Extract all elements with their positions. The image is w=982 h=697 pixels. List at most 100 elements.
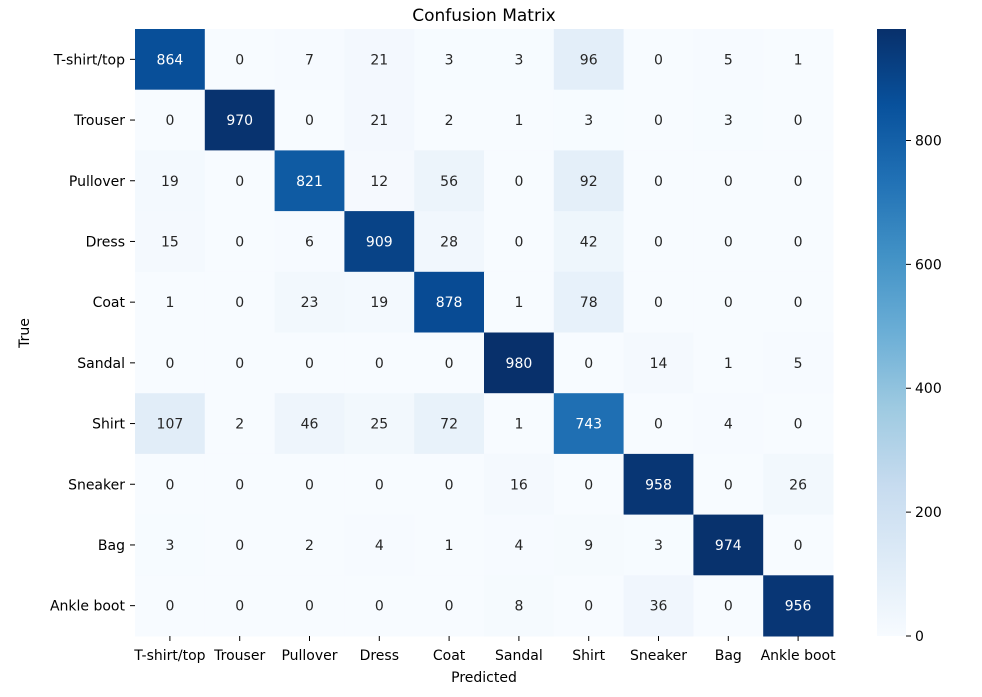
cell-r1-c5	[484, 89, 555, 151]
cell-r0-c8	[693, 29, 764, 91]
y-tick-label-6: Shirt	[92, 417, 125, 433]
cell-value-r1-c6: 3	[584, 113, 593, 129]
cell-r1-c9	[763, 89, 834, 151]
cell-value-r9-c3: 0	[375, 599, 384, 615]
cell-r6-c2	[274, 393, 345, 455]
cell-r6-c8	[693, 393, 764, 455]
cell-value-r7-c7: 958	[645, 477, 672, 493]
y-axis-label: True	[17, 318, 33, 349]
cell-r5-c7	[623, 332, 694, 394]
cell-r4-c4	[414, 271, 485, 333]
cell-r4-c6	[553, 271, 625, 333]
cell-value-r9-c1: 0	[235, 599, 244, 615]
cell-value-r0-c3: 21	[370, 52, 388, 68]
colorbar-gradient	[877, 29, 906, 636]
cell-value-r1-c9: 0	[794, 113, 803, 129]
cell-value-r8-c7: 3	[654, 538, 663, 554]
cell-value-r5-c8: 1	[724, 356, 733, 372]
cell-r0-c4	[414, 29, 485, 91]
cell-value-r7-c6: 0	[584, 477, 593, 493]
cell-r1-c6	[553, 89, 625, 151]
cell-value-r0-c8: 5	[724, 52, 733, 68]
cell-value-r0-c5: 3	[514, 52, 523, 68]
cell-value-r2-c5: 0	[514, 174, 523, 190]
cell-value-r5-c9: 5	[794, 356, 803, 372]
cell-r3-c6	[553, 211, 625, 273]
cell-r9-c6	[553, 575, 625, 637]
cell-value-r9-c0: 0	[165, 599, 174, 615]
cell-value-r5-c3: 0	[375, 356, 384, 372]
y-tick-label-1: Trouser	[73, 113, 125, 129]
cell-r7-c9	[763, 453, 834, 516]
cell-value-r5-c2: 0	[305, 356, 314, 372]
cell-r8-c5	[484, 514, 555, 576]
y-tick-label-7: Sneaker	[68, 477, 125, 493]
cell-value-r6-c0: 107	[157, 417, 184, 433]
cell-r6-c7	[623, 393, 694, 455]
colorbar-tick-label-3: 600	[915, 257, 942, 273]
cell-value-r9-c7: 36	[650, 599, 668, 615]
cell-r3-c9	[763, 211, 834, 273]
cell-value-r9-c4: 0	[445, 599, 454, 615]
cell-r7-c2	[274, 453, 345, 516]
cell-value-r4-c2: 23	[301, 295, 319, 311]
cell-r2-c3	[344, 150, 415, 212]
cell-r3-c8	[693, 211, 764, 273]
cell-r7-c0	[135, 453, 206, 516]
cell-value-r3-c9: 0	[794, 234, 803, 250]
cell-r7-c4	[414, 453, 485, 516]
cell-value-r8-c2: 2	[305, 538, 314, 554]
cell-r0-c0	[135, 29, 206, 91]
cell-r9-c1	[204, 575, 276, 637]
cell-value-r6-c9: 0	[794, 417, 803, 433]
cell-value-r6-c2: 46	[301, 417, 319, 433]
cell-value-r7-c2: 0	[305, 477, 314, 493]
cell-value-r8-c4: 1	[445, 538, 454, 554]
cell-value-r3-c5: 0	[514, 234, 523, 250]
colorbar-tick-label-1: 200	[915, 505, 942, 521]
cell-value-r8-c8: 974	[715, 538, 742, 554]
cell-value-r9-c8: 0	[724, 599, 733, 615]
cell-value-r3-c3: 909	[366, 234, 393, 250]
cell-value-r8-c9: 0	[794, 538, 803, 554]
cell-r9-c4	[414, 575, 485, 637]
cell-value-r6-c4: 72	[440, 417, 458, 433]
cell-value-r4-c5: 1	[514, 295, 523, 311]
cell-r9-c9	[763, 575, 834, 637]
x-tick-label-5: Sandal	[495, 648, 543, 664]
cell-value-r1-c1: 970	[226, 113, 253, 129]
cell-r8-c4	[414, 514, 485, 576]
cell-value-r7-c8: 0	[724, 477, 733, 493]
cell-value-r8-c6: 9	[584, 538, 593, 554]
cell-value-r8-c1: 0	[235, 538, 244, 554]
colorbar-tick-label-0: 0	[915, 629, 924, 645]
cell-r8-c2	[274, 514, 345, 576]
cell-value-r1-c4: 2	[445, 113, 454, 129]
cell-value-r6-c1: 2	[235, 417, 244, 433]
cell-value-r4-c4: 878	[436, 295, 463, 311]
cell-r2-c2	[274, 150, 345, 212]
cell-value-r6-c8: 4	[724, 417, 733, 433]
cell-r8-c9	[763, 514, 834, 576]
cell-value-r9-c6: 0	[584, 599, 593, 615]
cell-r2-c8	[693, 150, 764, 212]
cell-value-r3-c6: 42	[580, 234, 598, 250]
cell-r0-c6	[553, 29, 625, 91]
cell-value-r2-c0: 19	[161, 174, 179, 190]
cell-r0-c3	[344, 29, 415, 91]
cell-value-r0-c4: 3	[445, 52, 454, 68]
cell-r1-c2	[274, 89, 345, 151]
cell-r9-c3	[344, 575, 415, 637]
cell-r8-c6	[553, 514, 625, 576]
cell-value-r2-c6: 92	[580, 174, 598, 190]
cell-r4-c1	[204, 271, 276, 333]
cell-r8-c8	[693, 514, 764, 576]
cell-value-r9-c9: 956	[785, 599, 812, 615]
cell-r5-c6	[553, 332, 625, 394]
cell-r3-c3	[344, 211, 415, 273]
cell-value-r3-c7: 0	[654, 234, 663, 250]
cell-value-r9-c2: 0	[305, 599, 314, 615]
x-tick-label-4: Coat	[433, 648, 466, 664]
cell-r7-c7	[623, 453, 694, 516]
